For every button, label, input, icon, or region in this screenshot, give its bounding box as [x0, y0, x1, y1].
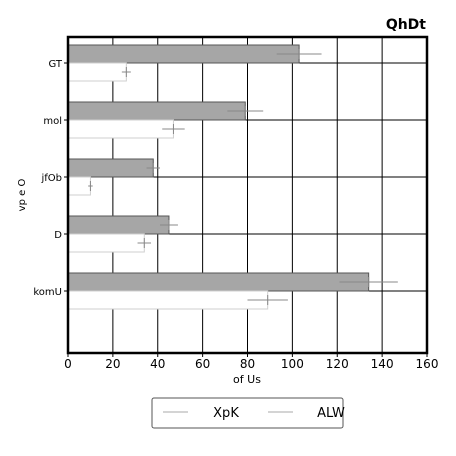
category-label: GT	[48, 59, 62, 70]
bar-ALW	[67, 62, 127, 82]
chart-title: QhDt	[386, 17, 426, 33]
x-tick-label: 60	[195, 357, 210, 371]
bars-group	[67, 44, 370, 310]
bar-ALW	[67, 233, 145, 253]
bar-ALW	[67, 119, 174, 139]
bar-XpK	[67, 101, 246, 121]
legend-label-XpK: XpK	[213, 406, 239, 421]
category-label: mol	[43, 116, 62, 127]
bar-ALW	[67, 176, 91, 196]
x-axis-label: of Us	[233, 373, 261, 386]
y-axis-label: vp e O	[17, 179, 28, 212]
category-label: komU	[33, 287, 62, 298]
bar-XpK	[67, 44, 300, 64]
bar-XpK	[67, 215, 170, 235]
x-tick-label: 100	[281, 357, 304, 371]
x-tick-label: 0	[64, 357, 72, 371]
bar-ALW	[67, 290, 269, 310]
legend-box	[151, 397, 344, 429]
x-tick-label: 20	[105, 357, 120, 371]
bar-XpK	[67, 158, 154, 178]
x-tick-label: 160	[416, 357, 439, 371]
category-label: jfOb	[40, 173, 62, 184]
x-tick-label: 40	[150, 357, 165, 371]
category-label: D	[54, 230, 62, 241]
bar-XpK	[67, 272, 370, 292]
x-tick-label: 140	[371, 357, 394, 371]
legend-label-ALW: ALW	[317, 406, 345, 421]
x-tick-label: 80	[240, 357, 255, 371]
error-bars-group	[88, 49, 398, 305]
x-tick-label: 120	[326, 357, 349, 371]
legend: XpK ALW	[151, 397, 345, 429]
x-axis-ticks: 0 20 40 60 80 100 120 140 160	[64, 353, 438, 371]
